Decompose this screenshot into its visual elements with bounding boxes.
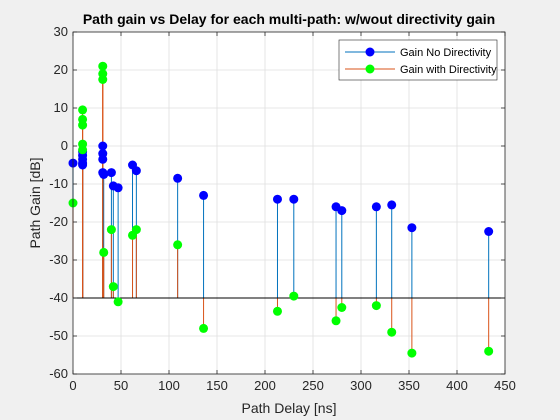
data-point-with-directivity[interactable] xyxy=(173,240,183,250)
data-point-with-directivity[interactable] xyxy=(199,323,209,333)
data-point-with-directivity[interactable] xyxy=(371,301,381,311)
data-point-with-directivity[interactable] xyxy=(331,316,341,326)
data-point-no-directivity[interactable] xyxy=(289,194,299,204)
tick-marks xyxy=(72,31,506,375)
legend-label-with-directivity: Gain with Directivity xyxy=(400,64,497,76)
data-point-with-directivity[interactable] xyxy=(484,346,494,356)
x-tick-label: 250 xyxy=(302,378,324,393)
chart-title: Path gain vs Delay for each multi-path: … xyxy=(83,11,495,27)
data-point-with-directivity[interactable] xyxy=(98,61,108,71)
data-markers xyxy=(68,61,494,358)
data-point-with-directivity[interactable] xyxy=(387,327,397,337)
y-tick-label: -40 xyxy=(49,290,68,305)
data-point-with-directivity[interactable] xyxy=(337,303,347,312)
data-point-no-directivity[interactable] xyxy=(337,206,347,216)
data-point-no-directivity[interactable] xyxy=(98,141,108,151)
data-point-with-directivity[interactable] xyxy=(78,145,88,155)
data-point-with-directivity[interactable] xyxy=(131,225,141,235)
data-point-with-directivity[interactable] xyxy=(289,291,299,301)
y-tick-label: -30 xyxy=(49,252,68,267)
data-point-no-directivity[interactable] xyxy=(199,190,209,200)
y-tick-labels: -60 -50 -40 -30 -20 -10 0 10 20 30 xyxy=(49,24,68,381)
legend-label-no-directivity: Gain No Directivity xyxy=(400,47,492,59)
data-point-with-directivity[interactable] xyxy=(98,75,108,84)
data-point-no-directivity[interactable] xyxy=(131,166,141,176)
data-point-no-directivity[interactable] xyxy=(78,160,88,170)
stem-lines xyxy=(72,66,490,354)
x-tick-label: 200 xyxy=(254,378,276,393)
data-point-no-directivity[interactable] xyxy=(113,183,123,193)
data-point-with-directivity[interactable] xyxy=(113,297,123,307)
y-tick-label: 10 xyxy=(54,100,68,115)
data-point-with-directivity[interactable] xyxy=(78,120,88,130)
x-tick-label: 400 xyxy=(446,378,468,393)
data-point-with-directivity[interactable] xyxy=(108,282,118,292)
y-tick-label: 20 xyxy=(54,62,68,77)
data-point-no-directivity[interactable] xyxy=(99,170,109,179)
data-point-no-directivity[interactable] xyxy=(484,227,494,236)
data-point-no-directivity[interactable] xyxy=(407,223,417,233)
y-tick-label: -60 xyxy=(49,366,68,381)
y-axis-title: Path Gain [dB] xyxy=(27,157,43,248)
y-tick-label: 30 xyxy=(54,24,68,39)
legend-marker-with-directivity xyxy=(365,64,375,74)
x-tick-label: 50 xyxy=(114,378,128,393)
data-point-with-directivity[interactable] xyxy=(272,306,282,316)
x-tick-label: 150 xyxy=(206,378,228,393)
y-tick-label: -20 xyxy=(49,214,68,229)
data-point-no-directivity[interactable] xyxy=(387,200,397,210)
y-tick-label: -10 xyxy=(49,176,68,191)
x-tick-label: 350 xyxy=(398,378,420,393)
x-tick-label: 100 xyxy=(158,378,180,393)
y-tick-label: 0 xyxy=(61,138,68,153)
data-point-no-directivity[interactable] xyxy=(173,173,183,183)
data-point-with-directivity[interactable] xyxy=(78,105,88,115)
axes-box xyxy=(72,31,506,375)
legend[interactable]: Gain No Directivity Gain with Directivit… xyxy=(338,39,498,81)
data-point-with-directivity[interactable] xyxy=(106,225,116,235)
data-point-with-directivity[interactable] xyxy=(407,348,417,358)
y-tick-label: -50 xyxy=(49,328,68,343)
legend-box xyxy=(338,39,498,81)
data-point-no-directivity[interactable] xyxy=(98,154,108,164)
x-tick-labels: 0 50 100 150 200 250 300 350 400 450 xyxy=(69,378,515,393)
x-axis-title: Path Delay [ns] xyxy=(242,400,337,416)
data-point-with-directivity[interactable] xyxy=(99,247,109,257)
data-point-no-directivity[interactable] xyxy=(371,202,381,212)
x-tick-label: 450 xyxy=(494,378,516,393)
legend-marker-no-directivity xyxy=(365,47,375,57)
data-point-no-directivity[interactable] xyxy=(272,194,282,204)
x-tick-label: 300 xyxy=(350,378,372,393)
plot-area[interactable] xyxy=(73,32,505,374)
data-point-no-directivity[interactable] xyxy=(106,168,116,178)
x-tick-label: 0 xyxy=(69,378,76,393)
